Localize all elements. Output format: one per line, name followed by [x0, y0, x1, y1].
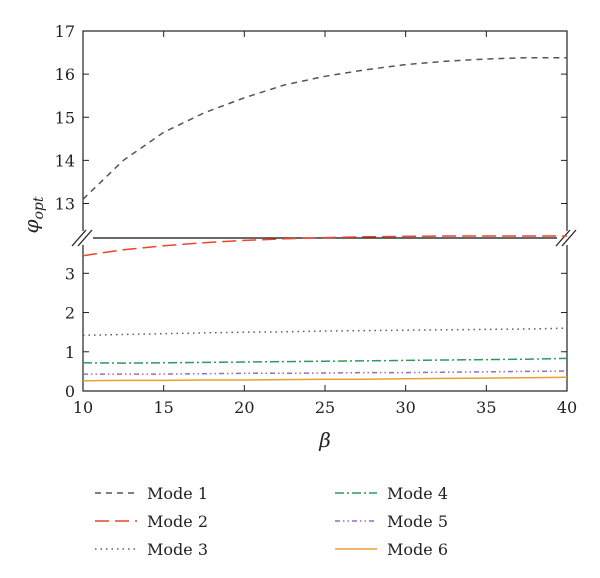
legend-label: Mode 6	[387, 540, 448, 559]
y-upper-tick-label: 17	[55, 22, 75, 41]
x-tick-label: 35	[476, 398, 496, 417]
x-tick-label: 30	[395, 398, 415, 417]
upper-panel-frame	[82, 30, 568, 239]
lower-panel	[82, 237, 568, 392]
x-tick-label: 40	[557, 398, 577, 417]
x-tick-label: 25	[315, 398, 335, 417]
axis-break-slash	[561, 229, 577, 247]
y-lower-tick-label: 0	[65, 382, 75, 401]
series-line-mode-1	[82, 56, 567, 200]
y-upper-tick-label: 14	[55, 151, 75, 170]
axis-ticks: 10 15 20 25 30 35 40 13 14 15 16 17 0 1 2 3	[55, 22, 578, 417]
y-axis-label-main: φ	[19, 220, 43, 234]
axis-break-slash	[555, 229, 571, 247]
lower-panel-frame	[82, 237, 568, 392]
y-upper-tick-label: 15	[55, 108, 75, 127]
y-lower-tick-label: 1	[65, 343, 75, 362]
y-lower-tick-label: 2	[65, 304, 75, 323]
legend-label: Mode 4	[387, 484, 448, 503]
legend-label: Mode 3	[147, 540, 208, 559]
legend: Mode 1 Mode 2 Mode 3 Mode 4 Mode 5 Mode 6	[95, 484, 448, 559]
series-line-mode-5	[83, 370, 568, 375]
x-tick-label: 15	[153, 398, 173, 417]
y-axis-label: φopt	[19, 196, 47, 233]
series-line-mode-2	[82, 235, 567, 257]
y-upper-tick-label: 16	[55, 65, 75, 84]
x-tick-label: 20	[234, 398, 254, 417]
upper-panel	[82, 30, 568, 239]
series-line-mode-3	[82, 327, 568, 337]
axis-break-marks	[71, 229, 577, 247]
axis-break-slash	[71, 229, 87, 247]
series-line-mode-4	[82, 357, 568, 364]
series-lines	[82, 56, 568, 382]
axis-break-slash	[77, 229, 93, 247]
legend-label: Mode 1	[147, 484, 208, 503]
y-lower-tick-label: 3	[65, 264, 75, 283]
x-axis-label: β	[318, 428, 331, 452]
x-tick-label: 10	[73, 398, 93, 417]
y-axis-label-sub: opt	[31, 196, 47, 219]
legend-label: Mode 5	[387, 512, 448, 531]
series-line-mode-6	[82, 376, 568, 382]
legend-label: Mode 2	[147, 512, 208, 531]
y-axis-label-group: φopt	[19, 196, 47, 233]
y-upper-tick-label: 13	[55, 195, 75, 214]
